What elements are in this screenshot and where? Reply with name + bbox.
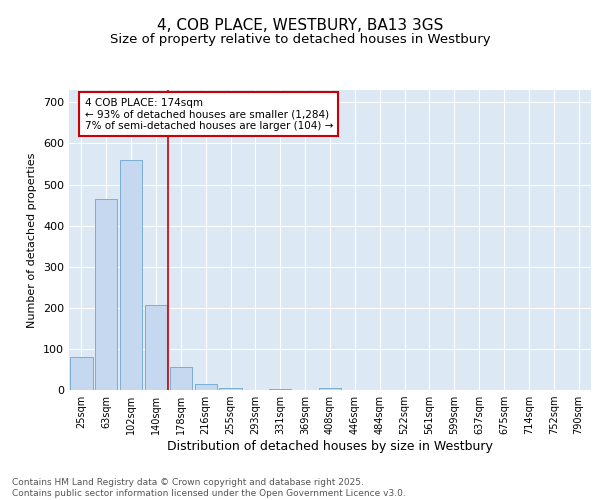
Bar	[319, 388, 341, 390]
Text: Contains HM Land Registry data © Crown copyright and database right 2025.
Contai: Contains HM Land Registry data © Crown c…	[12, 478, 406, 498]
Bar	[194, 384, 217, 390]
Text: 4, COB PLACE, WESTBURY, BA13 3GS: 4, COB PLACE, WESTBURY, BA13 3GS	[157, 18, 443, 32]
Bar	[220, 388, 242, 390]
Bar	[70, 357, 92, 390]
Bar	[145, 305, 167, 390]
Text: Size of property relative to detached houses in Westbury: Size of property relative to detached ho…	[110, 32, 490, 46]
Text: 4 COB PLACE: 174sqm
← 93% of detached houses are smaller (1,284)
7% of semi-deta: 4 COB PLACE: 174sqm ← 93% of detached ho…	[85, 98, 333, 130]
Bar	[120, 160, 142, 390]
Bar	[170, 368, 192, 390]
Bar	[269, 389, 292, 390]
Y-axis label: Number of detached properties: Number of detached properties	[28, 152, 37, 328]
X-axis label: Distribution of detached houses by size in Westbury: Distribution of detached houses by size …	[167, 440, 493, 453]
Bar	[95, 199, 118, 390]
